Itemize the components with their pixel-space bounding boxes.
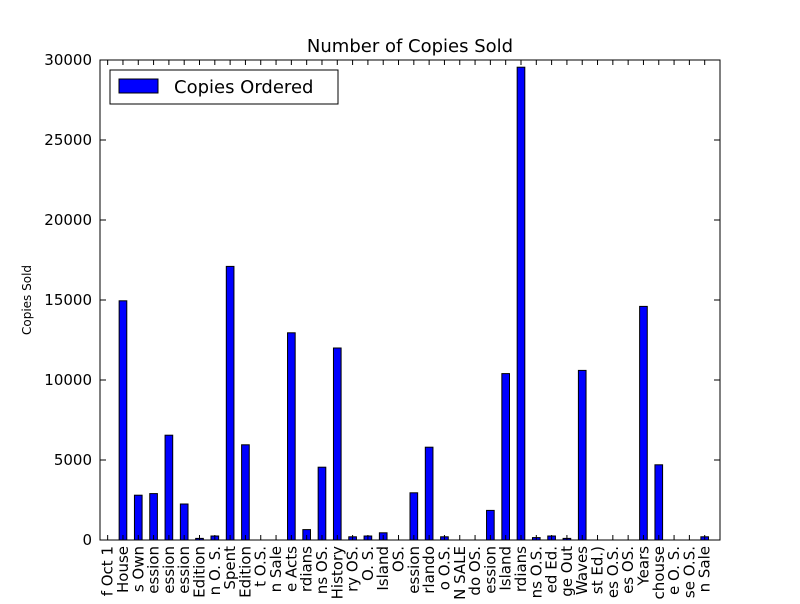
y-tick-label: 25000 <box>44 131 92 149</box>
x-tick-label: Island <box>497 546 515 591</box>
bar <box>179 503 189 541</box>
x-tick-label: o O.S. <box>435 546 453 590</box>
bar <box>332 347 342 541</box>
x-tick-label: s Own <box>129 546 147 592</box>
bar <box>133 494 143 541</box>
y-tick-label: 20000 <box>44 211 92 229</box>
x-tick-label: ession <box>160 546 178 594</box>
chart-title: Number of Copies Sold <box>307 36 513 57</box>
x-tick-label: ession <box>145 546 163 594</box>
bar <box>118 300 128 541</box>
x-tick-label: ry OS. <box>344 546 362 592</box>
x-tick-label: Island <box>374 546 392 591</box>
x-tick-label: Edition <box>191 546 209 598</box>
x-tick-label: es O.S. <box>604 546 622 598</box>
x-tick-label: ession <box>481 546 499 594</box>
x-tick-label: O. S. <box>359 546 377 581</box>
x-tick-label: n O. S. <box>206 546 224 595</box>
legend: Copies Ordered <box>109 69 339 105</box>
bar <box>409 492 419 541</box>
y-tick-label: 10000 <box>44 371 92 389</box>
x-tick-label: n Sale <box>696 546 714 592</box>
x-tick-label: se O.S. <box>680 546 698 598</box>
bar <box>317 466 327 541</box>
bar <box>639 305 648 541</box>
bar <box>654 464 664 541</box>
x-tick-label: ns OS. <box>313 546 331 594</box>
bar <box>287 332 296 541</box>
x-tick-label: ge Out <box>558 546 576 597</box>
x-tick-label: rdians <box>298 546 316 592</box>
x-tick-label: Edition <box>236 546 254 598</box>
x-tick-label: History <box>328 546 346 599</box>
bar <box>501 373 511 541</box>
legend-swatch <box>118 78 159 94</box>
y-tick-label: 15000 <box>44 291 92 309</box>
bar <box>577 369 587 541</box>
bar <box>225 265 235 541</box>
x-tick-label: Years <box>634 546 652 587</box>
x-tick-label: t O.S. <box>252 546 270 587</box>
y-tick-label: 0 <box>82 531 92 549</box>
y-tick-label: 30000 <box>44 51 92 69</box>
legend-label: Copies Ordered <box>174 77 313 98</box>
y-tick-label: 5000 <box>54 451 92 469</box>
bar <box>241 444 250 541</box>
x-tick-label: ession <box>175 546 193 594</box>
x-tick-label: N SALE <box>451 546 469 600</box>
x-tick-label: ns O.S. <box>527 546 545 598</box>
x-tick-label: House <box>114 546 132 593</box>
bar <box>424 446 434 541</box>
x-tick-label: st Ed.) <box>589 546 607 594</box>
bar <box>164 434 174 541</box>
y-axis: 0 5000 10000 15000 20000 25000 30000 <box>44 51 720 549</box>
x-tick-label: Waves <box>573 546 591 595</box>
x-tick-label: f Oct 1 <box>99 546 117 596</box>
x-tick-label: rlando <box>420 546 438 594</box>
x-tick-label: ed Ed. <box>543 546 561 593</box>
x-tick-label: do OS. <box>466 546 484 596</box>
x-tick-label: e O. S. <box>665 546 683 595</box>
bar <box>516 66 526 541</box>
x-tick-label: rdians <box>512 546 530 592</box>
x-tick-label: es OS. <box>619 546 637 594</box>
x-tick-label: chouse <box>650 546 668 599</box>
x-tick-label: OS. <box>390 546 408 572</box>
x-tick-label: n Sale <box>267 546 285 592</box>
x-tick-label: Spent <box>221 546 239 590</box>
y-axis-label: Copies Sold <box>20 265 34 335</box>
plot-frame <box>99 59 721 541</box>
x-tick-label: e Acts <box>282 546 300 592</box>
x-tick-label: ession <box>405 546 423 594</box>
bar <box>149 493 158 541</box>
